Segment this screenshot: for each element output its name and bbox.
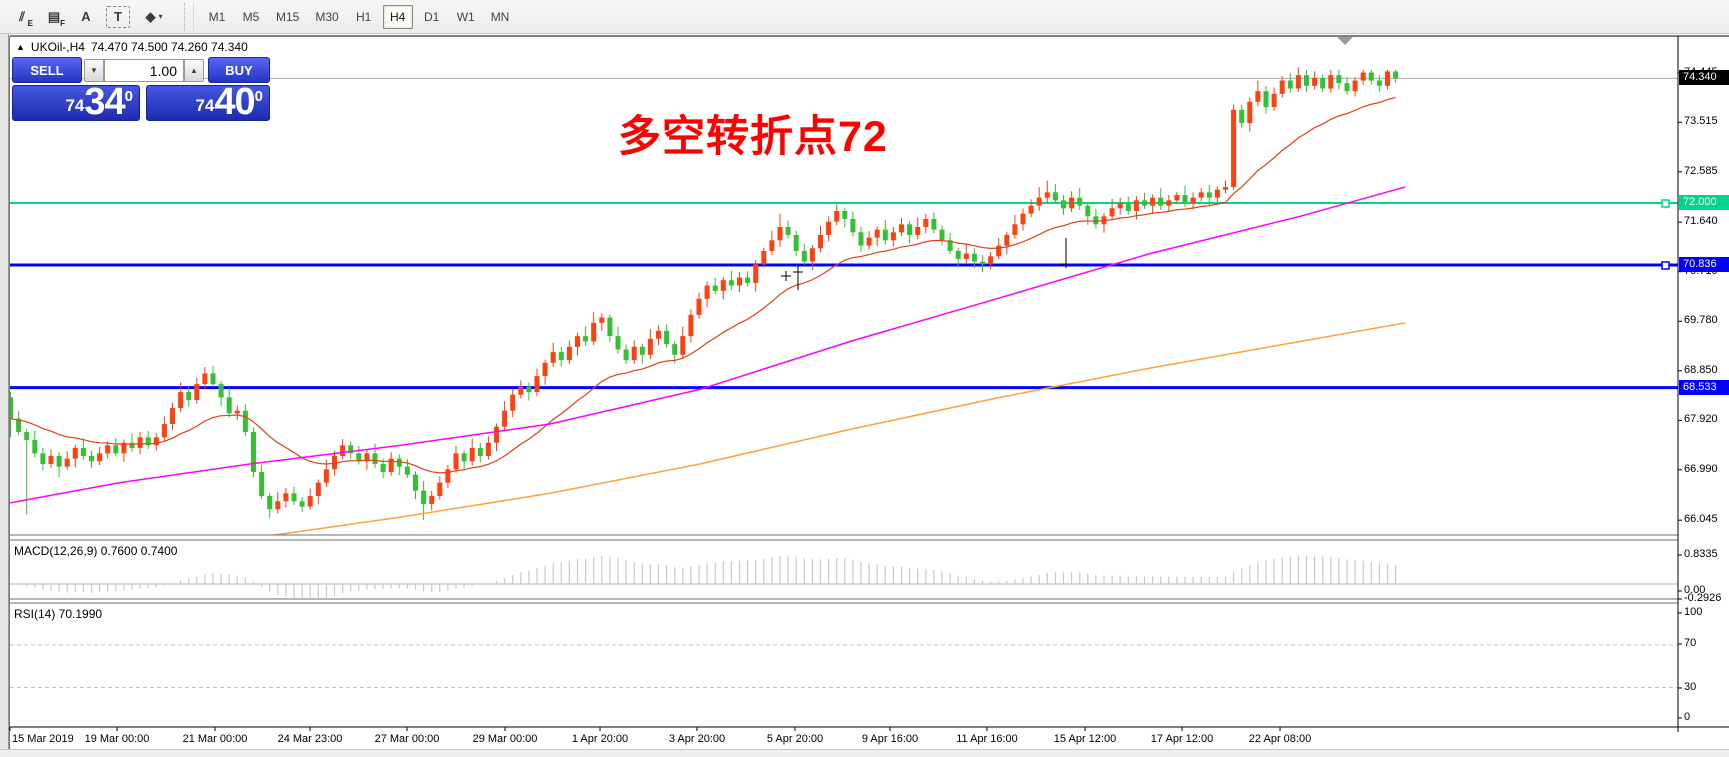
time-axis-label[interactable]: 15 Apr 12:00: [1053, 733, 1117, 745]
ask-price-box[interactable]: 74 40 0: [146, 81, 270, 123]
price-tick-label: 68.850: [1684, 363, 1718, 376]
drawing-toolbar: ⫽ E ▤ F A T ◆ ▾: [6, 4, 174, 30]
time-axis-label[interactable]: 27 Mar 00:00: [374, 733, 440, 745]
chart-text-annotation[interactable]: 多空转折点72: [618, 113, 888, 161]
status-strip: [0, 749, 1729, 757]
fibonacci-retracement-tool-icon[interactable]: ▤ F: [47, 8, 65, 28]
rsi-axis-label: 0: [1684, 711, 1691, 723]
hline-handle[interactable]: [1661, 261, 1670, 270]
timeframe-button-m30[interactable]: M30: [315, 9, 339, 24]
price-tag-70836: 70.836: [1679, 256, 1729, 272]
timeframe-button-h4[interactable]: H4: [382, 4, 413, 29]
volume-input[interactable]: [104, 59, 184, 82]
ask-price-big: 40: [214, 81, 255, 123]
rsi-axis-label: 70: [1684, 637, 1697, 649]
time-axis-label[interactable]: 21 Mar 00:00: [182, 733, 248, 745]
time-axis-label[interactable]: 9 Apr 16:00: [861, 733, 919, 745]
price-tag-72000: 72.000: [1679, 195, 1729, 210]
bid-price-box[interactable]: 74 34 0: [12, 81, 140, 123]
ask-price-sup: 0: [254, 88, 263, 105]
volume-increase-button[interactable]: ▲: [184, 59, 204, 82]
macd-axis-label: -0.2926: [1684, 592, 1722, 604]
time-axis-label[interactable]: 15 Mar 2019: [12, 733, 74, 745]
candlesticks: [10, 67, 1399, 520]
volume-decrease-button[interactable]: ▼: [84, 59, 104, 82]
dock-edge: [0, 34, 9, 757]
time-axis-label[interactable]: 1 Apr 20:00: [571, 733, 629, 745]
time-axis-label[interactable]: 22 Apr 08:00: [1248, 733, 1312, 745]
bid-price-big: 34: [84, 81, 125, 123]
timeframe-button-h1[interactable]: H1: [356, 9, 372, 24]
macd-histogram: [18, 555, 1397, 598]
macd-axis-label: 0.8335: [1684, 548, 1718, 560]
time-axis-label[interactable]: 24 Mar 23:00: [277, 733, 343, 745]
macd-label: MACD(12,26,9) 0.7600 0.7400: [14, 544, 178, 558]
price-tick-label: 69.780: [1684, 314, 1718, 327]
toolbar: ⫽ E ▤ F A T ◆ ▾ M1 M5 M15 M30 H1 H4 D1 W1 MN: [0, 0, 1729, 34]
price-tick-label: 66.990: [1684, 462, 1718, 475]
price-tick-label: 71.640: [1684, 215, 1718, 228]
time-axis-label[interactable]: 5 Apr 20:00: [766, 733, 824, 745]
timeframe-button-m1[interactable]: M1: [208, 9, 226, 24]
price-tag-68533: 68.533: [1679, 379, 1729, 395]
macd-axis-label: 0.00: [1684, 584, 1706, 596]
trade-marker-tick: [1060, 238, 1067, 268]
price-tick-label: 66.045: [1684, 513, 1718, 526]
sell-button[interactable]: SELL: [12, 57, 82, 83]
arrow-tools-icon[interactable]: ◆ ▾: [145, 8, 163, 24]
autoscroll-marker-icon[interactable]: [1337, 37, 1353, 45]
ma-orange-line: [269, 322, 1406, 535]
chart-header: ▲ UKOil-,H4 74.470 74.500 74.260 74.340: [16, 40, 248, 54]
ema-fast-line: [10, 96, 1396, 474]
timeframe-button-m15[interactable]: M15: [276, 9, 300, 24]
timeframe-toolbar: M1 M5 M15 M30 H1 H4 D1 W1 MN: [200, 4, 517, 29]
time-axis-label[interactable]: 3 Apr 20:00: [668, 733, 726, 745]
trade-marker-plus: [781, 271, 791, 281]
time-axis-label[interactable]: 29 Mar 00:00: [472, 733, 538, 745]
timeframe-button-mn[interactable]: MN: [490, 9, 510, 24]
rsi-axis-label: 100: [1684, 606, 1703, 618]
rsi-label: RSI(14) 70.1990: [14, 607, 103, 621]
time-axis-label[interactable]: 17 Apr 12:00: [1150, 733, 1214, 745]
time-axis-label[interactable]: 11 Apr 16:00: [956, 733, 1018, 745]
symbol-name: UKOil-,H4: [30, 40, 85, 54]
toolbar-separator: [184, 2, 194, 31]
collapse-triangle-icon[interactable]: ▲: [16, 42, 25, 52]
text-label-tool-icon[interactable]: T: [106, 5, 130, 28]
equidistant-channel-tool-icon[interactable]: ⫽ E: [19, 8, 33, 28]
ma-magenta-line: [10, 186, 1406, 504]
ask-price-prefix: 74: [195, 96, 215, 115]
price-tick-label: 72.585: [1684, 164, 1718, 177]
bid-price-prefix: 74: [65, 96, 85, 115]
rsi-axis-label: 30: [1684, 681, 1697, 693]
price-tick-label: 73.515: [1684, 115, 1718, 128]
current-price-tag: 74.340: [1679, 70, 1729, 86]
hline-handle[interactable]: [1661, 199, 1670, 208]
timeframe-button-m5[interactable]: M5: [242, 9, 260, 24]
buy-button[interactable]: BUY: [208, 57, 270, 83]
price-tick-label: 67.920: [1684, 413, 1718, 426]
timeframe-button-d1[interactable]: D1: [424, 9, 440, 24]
ohlc-quote: 74.470 74.500 74.260 74.340: [90, 40, 248, 54]
trade-marker-dagger: [793, 266, 803, 290]
time-axis-label[interactable]: 19 Mar 00:00: [84, 733, 150, 745]
text-tool-icon[interactable]: A: [81, 9, 91, 24]
chart-area[interactable]: ▲ UKOil-,H4 74.470 74.500 74.260 74.340 …: [9, 35, 1729, 749]
bid-price-sup: 0: [124, 88, 133, 105]
timeframe-button-w1[interactable]: W1: [456, 9, 475, 24]
